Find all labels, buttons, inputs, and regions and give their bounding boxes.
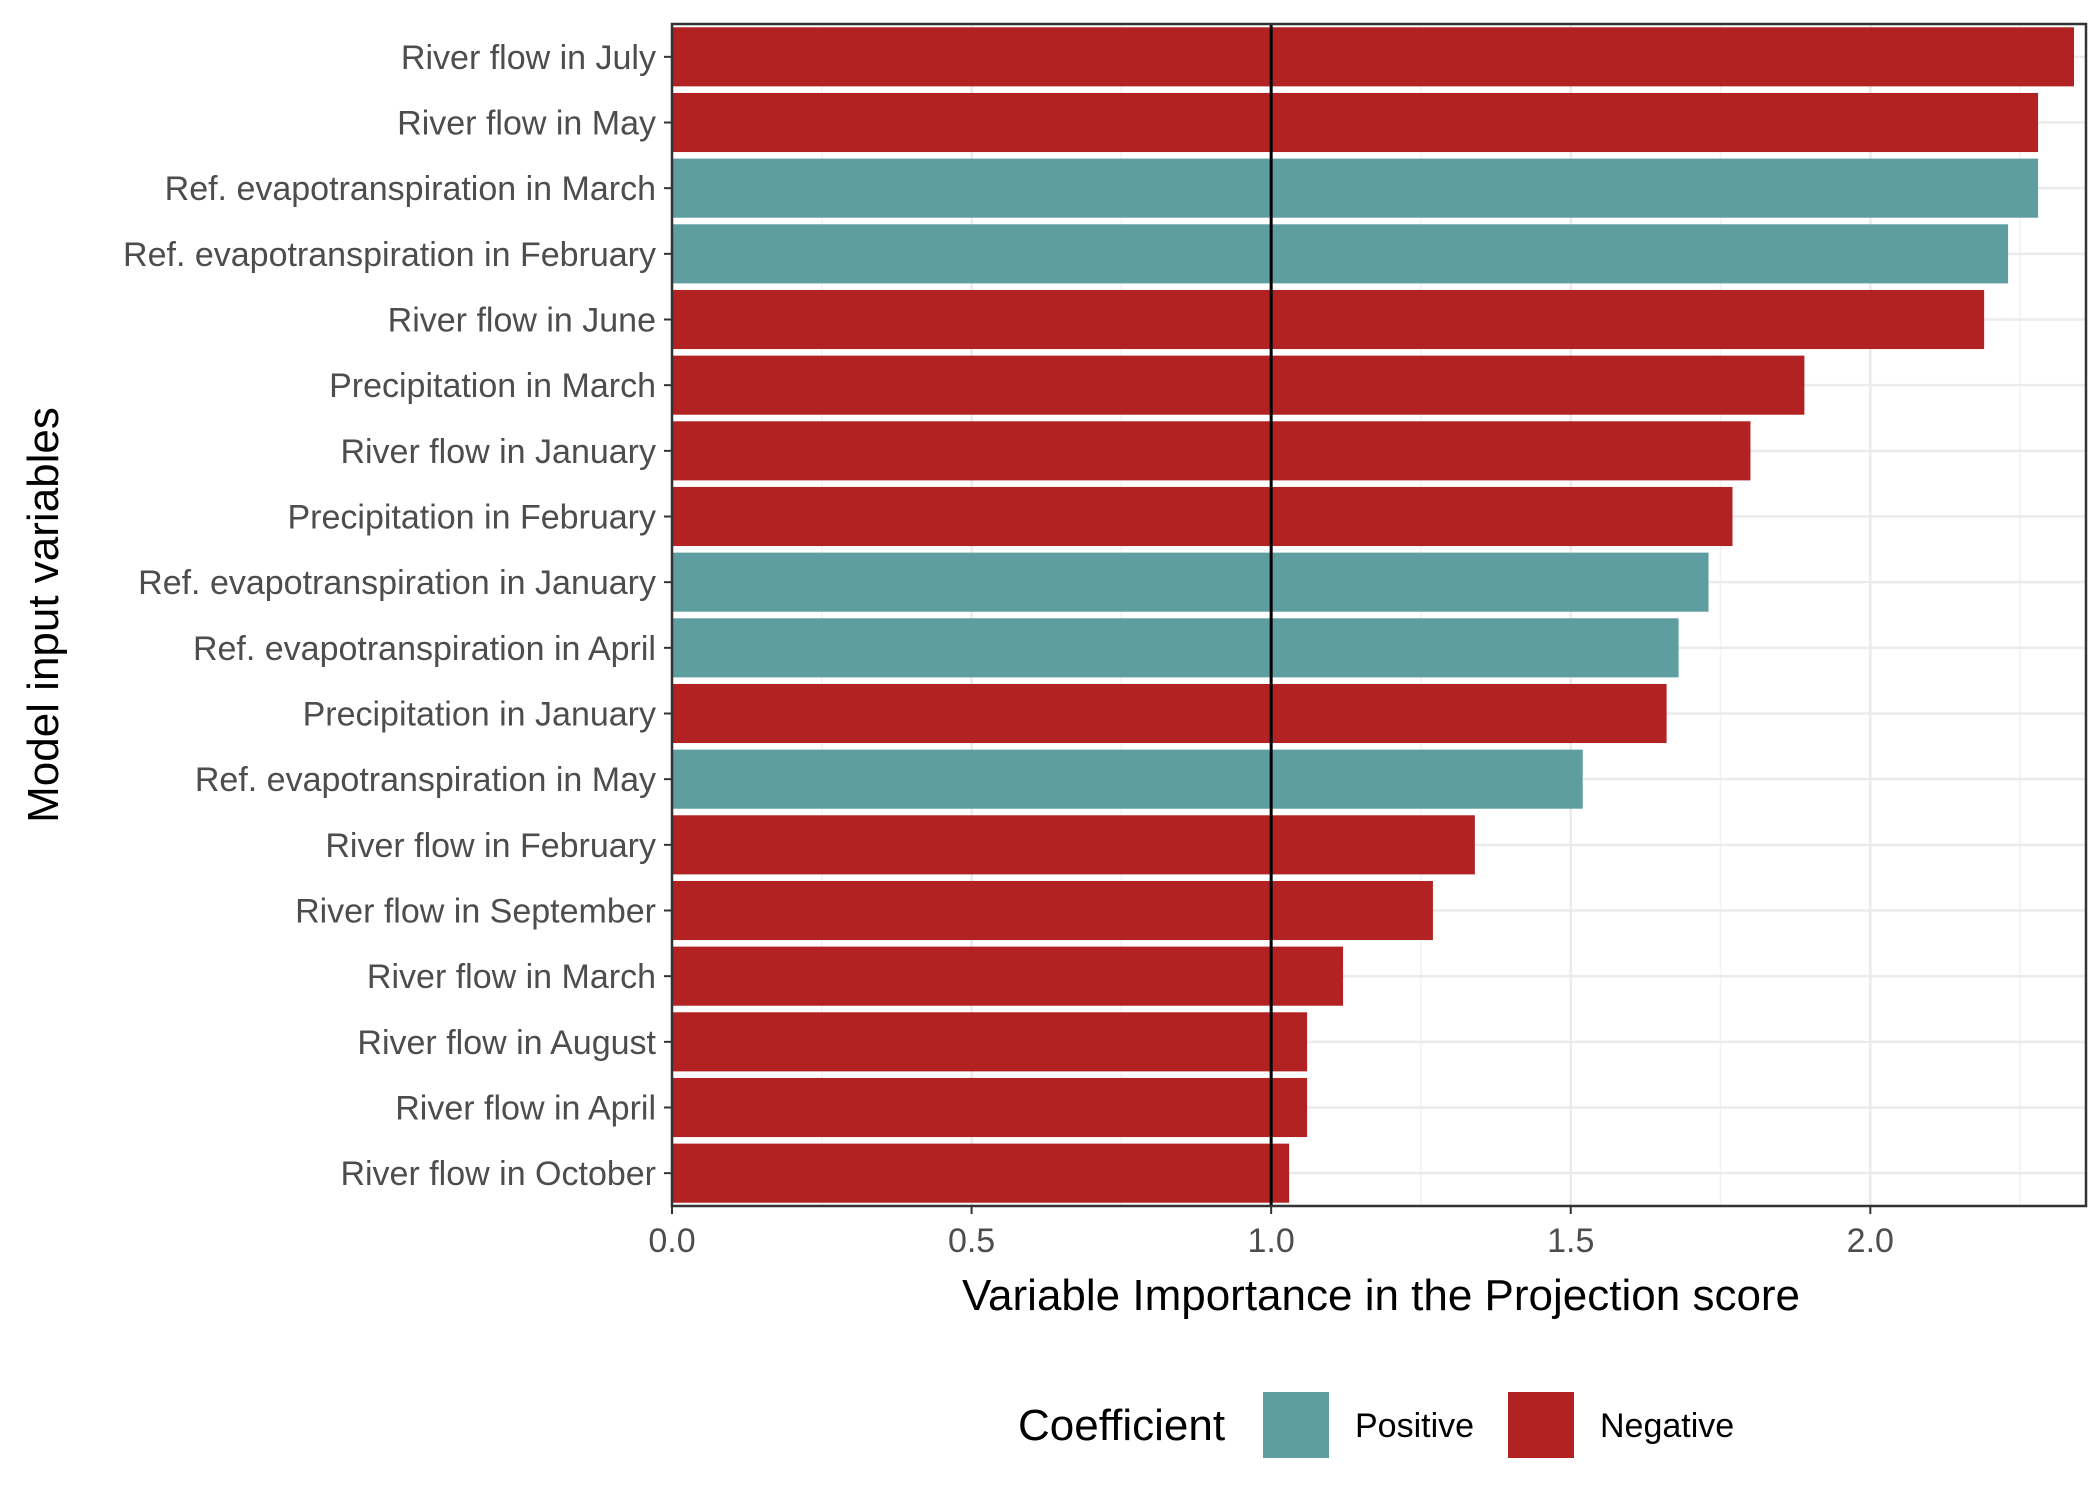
legend-key-positive [1263, 1392, 1329, 1458]
bar [672, 815, 1475, 875]
bar [672, 683, 1667, 744]
x-tick-label: 2.0 [1847, 1222, 1894, 1260]
bar [672, 552, 1709, 612]
bar [672, 618, 1679, 678]
legend-label-negative: Negative [1600, 1407, 1734, 1445]
y-tick-label: Ref. evapotranspiration in April [193, 630, 656, 668]
panel-frame-layer [670, 22, 2088, 1208]
y-tick-label: River flow in September [295, 893, 656, 931]
bar [672, 1012, 1308, 1072]
y-tick-label: River flow in June [388, 302, 656, 340]
x-tick-label: 0.0 [648, 1222, 695, 1260]
bar [672, 355, 1805, 415]
y-tick-label: Precipitation in February [287, 499, 656, 537]
bar [672, 486, 1733, 547]
legend-items: Positive Negative [1263, 1392, 1734, 1458]
legend: Coefficient Positive Negative [1018, 1392, 1734, 1458]
y-tick-label: Ref. evapotranspiration in February [123, 236, 656, 274]
y-tick-label: River flow in January [340, 433, 656, 471]
bar [672, 880, 1433, 941]
bar [672, 1077, 1308, 1138]
y-tick-label: Ref. evapotranspiration in March [165, 170, 656, 208]
x-tick-label: 0.5 [948, 1222, 995, 1260]
bar [672, 946, 1344, 1006]
x-axis-title: Variable Importance in the Projection sc… [962, 1271, 1800, 1320]
legend-key-negative [1508, 1392, 1574, 1458]
x-tick-layer: 0.0 0.5 1.0 1.5 2.0 [648, 1206, 1894, 1260]
bar [672, 158, 2039, 218]
y-tick-label: Precipitation in January [303, 696, 656, 734]
bar [672, 421, 1751, 481]
y-tick-layer: River flow in July River flow in May Ref. … [123, 39, 672, 1193]
y-tick-label: River flow in July [401, 39, 656, 77]
bar-layer [672, 27, 2075, 1203]
y-tick-label: River flow in August [357, 1024, 656, 1062]
x-tick-label: 1.0 [1248, 1222, 1295, 1260]
y-tick-label: Ref. evapotranspiration in January [138, 564, 656, 602]
legend-label-positive: Positive [1355, 1407, 1474, 1445]
bar [672, 27, 2075, 87]
bar [672, 749, 1583, 809]
bar [672, 92, 2039, 153]
bar [672, 224, 2009, 284]
legend-title: Coefficient [1018, 1401, 1225, 1450]
y-tick-label: Precipitation in March [329, 367, 656, 405]
y-axis-title: Model input variables [19, 407, 68, 823]
x-tick-label: 1.5 [1547, 1222, 1594, 1260]
y-tick-label: River flow in October [340, 1155, 656, 1193]
y-tick-label: Ref. evapotranspiration in May [195, 761, 656, 799]
bar [672, 1143, 1290, 1203]
y-tick-label: River flow in March [367, 958, 656, 996]
y-tick-label: River flow in April [395, 1090, 656, 1128]
y-tick-label: River flow in February [325, 827, 656, 865]
y-tick-label: River flow in May [397, 105, 656, 143]
bar [672, 289, 1985, 350]
panel-border [670, 22, 2088, 1208]
